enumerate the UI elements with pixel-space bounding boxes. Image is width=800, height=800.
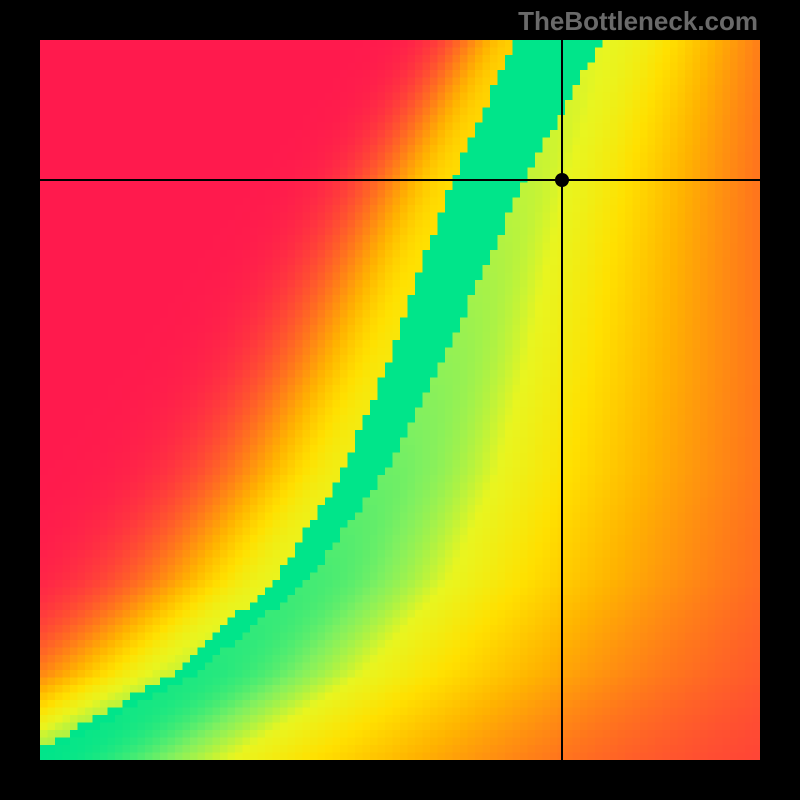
bottleneck-heatmap bbox=[40, 40, 760, 760]
watermark-label: TheBottleneck.com bbox=[518, 6, 758, 37]
plot-area bbox=[40, 40, 760, 760]
chart-root: TheBottleneck.com bbox=[0, 0, 800, 800]
